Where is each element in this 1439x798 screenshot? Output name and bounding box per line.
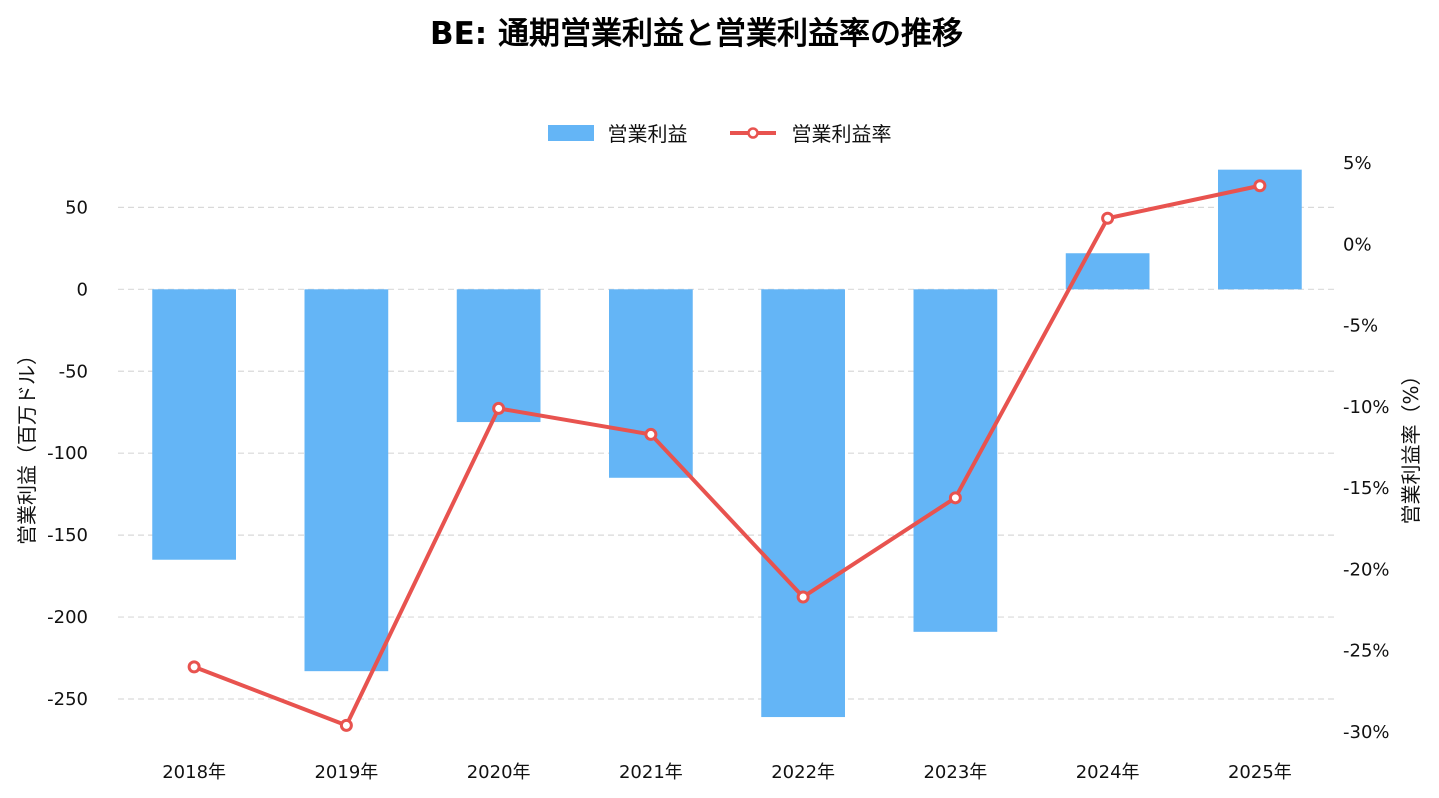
legend-label-operating-margin: 営業利益率 <box>791 122 892 146</box>
y-tick-label: -100 <box>47 443 88 464</box>
bar <box>913 289 998 632</box>
x-tick-label: 2024年 <box>1076 762 1140 783</box>
y-tick-label: -200 <box>47 607 88 628</box>
bar <box>761 289 845 718</box>
legend-swatch-bar <box>547 124 594 141</box>
legend: 営業利益 営業利益率 <box>0 118 1439 147</box>
margin-point <box>948 491 962 505</box>
bar <box>609 289 693 478</box>
x-tick-label: 2023年 <box>923 762 987 783</box>
y-tick-label: -250 <box>47 689 88 710</box>
y2-tick-label: -30% <box>1343 722 1390 743</box>
chart-title: BE: 通期営業利益と営業利益率の推移 <box>430 16 963 52</box>
y2-axis-title: 営業利益率（%） <box>1399 365 1423 524</box>
legend-label-operating-profit: 営業利益 <box>607 122 688 146</box>
y2-tick-label: -10% <box>1343 397 1390 418</box>
y2-tick-label: 5% <box>1343 153 1372 174</box>
x-tick-label: 2018年 <box>162 762 226 783</box>
x-tick-label: 2020年 <box>467 762 531 783</box>
y-tick-label: -50 <box>59 361 88 382</box>
margin-point <box>339 718 353 732</box>
margin-point <box>187 660 201 674</box>
y-tick-label: 50 <box>65 197 88 218</box>
margin-point <box>492 401 506 415</box>
y-tick-label: -150 <box>47 525 88 546</box>
y2-tick-label: -15% <box>1343 478 1390 499</box>
legend-swatch-line <box>729 126 776 139</box>
bar <box>304 289 389 672</box>
legend-item-operating-margin: 営業利益率 <box>728 118 892 147</box>
x-tick-label: 2021年 <box>619 762 683 783</box>
y-tick-label: 0 <box>77 279 88 300</box>
bar <box>456 289 541 423</box>
x-tick-label: 2019年 <box>314 762 378 783</box>
margin-point <box>1101 211 1115 225</box>
margin-point <box>1253 179 1267 193</box>
x-tick-label: 2022年 <box>771 762 835 783</box>
x-tick-label: 2025年 <box>1228 762 1292 783</box>
y-axis-title: 営業利益（百万ドル） <box>15 345 39 545</box>
legend-item-operating-profit: 営業利益 <box>547 118 688 147</box>
margin-point <box>796 590 810 604</box>
bar <box>152 289 236 560</box>
y2-tick-label: -5% <box>1343 316 1378 337</box>
y2-tick-label: -20% <box>1343 559 1390 580</box>
y2-tick-label: -25% <box>1343 641 1390 662</box>
margin-point <box>644 427 658 441</box>
margin-line <box>193 183 1261 728</box>
y2-tick-label: 0% <box>1343 234 1372 255</box>
